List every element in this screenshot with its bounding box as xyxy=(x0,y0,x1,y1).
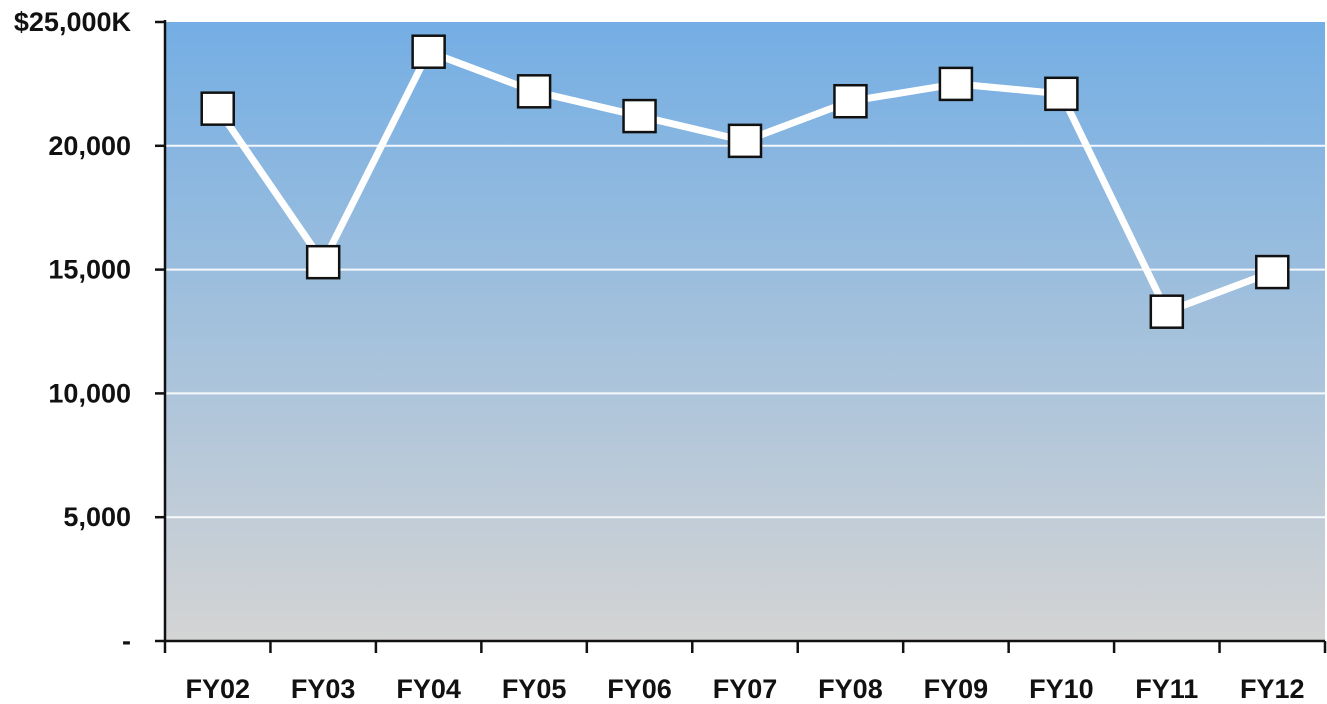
x-tick-label: FY05 xyxy=(502,674,567,704)
y-tick-label: - xyxy=(122,626,131,656)
x-axis-ticks: FY02 FY03 FY04 FY05 FY06 FY07 FY08 FY09 FY10 FY11… xyxy=(163,641,1327,704)
y-tick-label: $25,000K xyxy=(14,7,132,37)
x-tick-label: FY09 xyxy=(924,674,989,704)
x-tick-label: FY03 xyxy=(291,674,356,704)
x-tick-label: FY07 xyxy=(713,674,778,704)
data-point-marker xyxy=(1255,254,1290,290)
series-group xyxy=(200,34,1290,329)
x-tick-label: FY06 xyxy=(607,674,672,704)
x-tick-label: FY12 xyxy=(1240,674,1305,704)
y-axis-ticks: - 5,000 10,000 15,000 20,000 $25,000K xyxy=(14,7,165,656)
data-point-marker xyxy=(305,244,341,280)
data-point-marker xyxy=(727,123,763,159)
x-tick-label: FY02 xyxy=(185,674,250,704)
plot-area xyxy=(165,22,1325,641)
data-point-marker xyxy=(1044,76,1079,112)
y-tick-label: 10,000 xyxy=(48,378,131,408)
data-point-marker xyxy=(622,98,657,134)
data-point-marker xyxy=(833,83,868,119)
data-point-marker xyxy=(411,34,446,69)
data-point-marker xyxy=(1149,294,1185,329)
data-point-marker xyxy=(516,74,552,109)
x-tick-label: FY11 xyxy=(1135,674,1198,704)
y-tick-label: 20,000 xyxy=(48,131,131,161)
x-tick-label: FY10 xyxy=(1029,674,1094,704)
data-point-marker xyxy=(200,91,235,126)
y-tick-label: 15,000 xyxy=(48,255,131,285)
y-tick-label: 5,000 xyxy=(63,502,131,532)
data-point-marker xyxy=(938,66,974,102)
axes xyxy=(163,20,1325,643)
x-tick-label: FY04 xyxy=(396,674,461,704)
x-tick-label: FY08 xyxy=(818,674,883,704)
